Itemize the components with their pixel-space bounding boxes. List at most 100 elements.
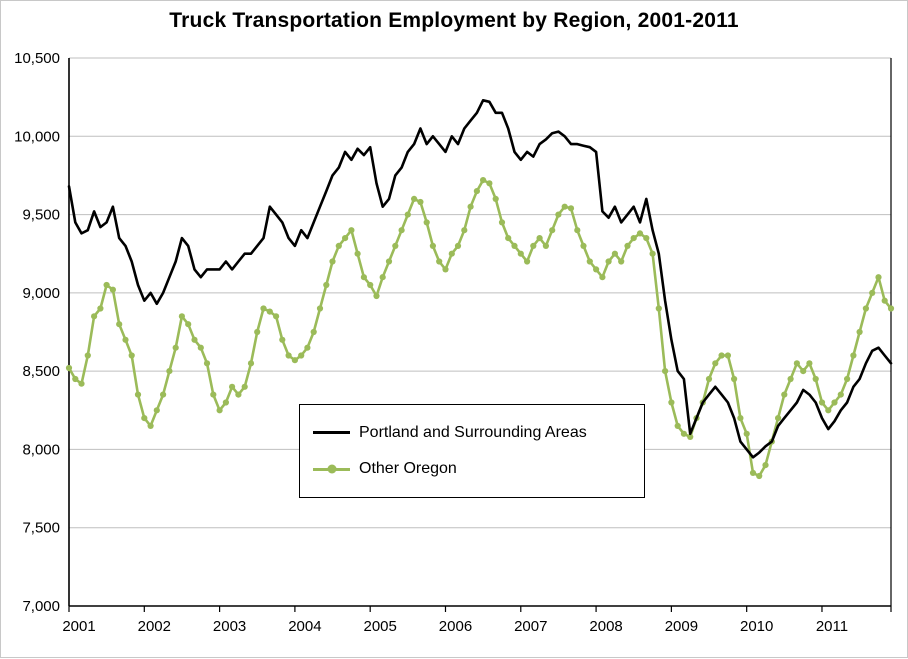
x-axis-label: 2006 xyxy=(439,618,472,635)
series-marker-dot xyxy=(687,433,694,440)
series-marker-dot xyxy=(674,422,681,429)
y-axis-label: 8,000 xyxy=(22,441,60,458)
series-marker-dot xyxy=(498,219,506,226)
series-marker-dot xyxy=(762,462,769,469)
y-axis-label: 9,000 xyxy=(22,285,60,302)
series-marker-dot xyxy=(367,281,374,289)
series-marker-dot xyxy=(91,313,98,320)
series-marker-dot xyxy=(279,336,286,343)
legend-label-portland: Portland and Surrounding Areas xyxy=(359,423,587,441)
series-marker-dot xyxy=(517,250,524,257)
series-marker-dot xyxy=(160,391,167,398)
series-marker-dot xyxy=(611,250,619,257)
series-marker-dot xyxy=(549,227,556,234)
series-marker-dot xyxy=(109,286,116,293)
series-marker-dot xyxy=(524,258,531,265)
series-marker-dot xyxy=(818,399,826,406)
series-marker-dot xyxy=(335,242,342,249)
series-marker-dot xyxy=(662,368,669,375)
series-marker-dot xyxy=(555,211,562,218)
series-marker-dot xyxy=(781,391,788,398)
series-marker-dot xyxy=(128,352,135,359)
series-marker-dot xyxy=(749,469,757,476)
other-oregon-line-swatch xyxy=(313,464,350,474)
series-marker-dot xyxy=(454,242,462,249)
x-axis-label: 2009 xyxy=(665,618,698,635)
series-marker-dot xyxy=(530,242,537,249)
series-marker-dot xyxy=(385,258,393,265)
series-marker-dot xyxy=(636,230,644,237)
series-marker-dot xyxy=(837,391,844,398)
series-marker-dot xyxy=(643,235,650,242)
x-axis-label: 2005 xyxy=(364,618,397,635)
series-marker-dot xyxy=(266,308,273,315)
y-axis-label: 10,000 xyxy=(14,128,60,145)
series-marker-dot xyxy=(800,368,807,375)
legend: Portland and Surrounding Areas Other Ore… xyxy=(299,404,645,498)
series-marker-dot xyxy=(875,274,882,281)
series-marker-dot xyxy=(235,391,242,398)
marker-dot-icon xyxy=(327,464,336,474)
series-marker-dot xyxy=(172,344,179,351)
series-marker-dot xyxy=(561,203,568,210)
series-marker-dot xyxy=(65,364,73,372)
series-marker-dot xyxy=(862,305,870,312)
x-axis-label: 2007 xyxy=(514,618,547,635)
series-marker-dot xyxy=(241,383,248,390)
series-marker-dot xyxy=(887,305,895,312)
y-axis-label: 8,500 xyxy=(22,363,60,380)
series-marker-dot xyxy=(812,375,819,383)
series-marker-dot xyxy=(831,399,838,406)
series-marker-dot xyxy=(680,430,688,437)
series-marker-dot xyxy=(222,399,229,406)
series-marker-dot xyxy=(373,292,380,300)
series-marker-dot xyxy=(618,258,625,265)
series-marker-dot xyxy=(467,203,474,210)
series-marker-dot xyxy=(379,274,386,281)
legend-item-portland: Portland and Surrounding Areas xyxy=(313,424,644,442)
y-axis-label: 7,500 xyxy=(22,520,60,537)
series-marker-dot xyxy=(630,235,637,242)
series-marker-dot xyxy=(473,188,480,195)
series-marker-dot xyxy=(856,328,863,336)
series-marker-dot xyxy=(668,399,675,406)
series-marker-dot xyxy=(316,305,324,312)
series-marker-dot xyxy=(850,352,857,359)
y-axis-label: 9,500 xyxy=(22,207,60,224)
series-marker-dot xyxy=(229,383,236,390)
series-marker-dot xyxy=(731,375,738,383)
series-marker-dot xyxy=(216,407,223,414)
series-marker-dot xyxy=(567,205,575,212)
series-marker-dot xyxy=(429,242,436,249)
series-marker-dot xyxy=(360,274,367,281)
legend-item-other-oregon: Other Oregon xyxy=(313,460,644,478)
series-marker-dot xyxy=(423,219,430,226)
chart-title: Truck Transportation Employment by Regio… xyxy=(169,9,739,32)
series-marker-dot xyxy=(178,313,185,320)
series-marker-dot xyxy=(536,235,543,242)
series-marker-dot xyxy=(197,344,204,351)
series-marker-dot xyxy=(417,198,424,206)
series-marker-dot xyxy=(329,258,336,265)
series-marker-dot xyxy=(492,195,499,202)
series-marker-dot xyxy=(442,266,449,273)
x-axis-label: 2001 xyxy=(62,618,95,635)
series-marker-dot xyxy=(84,352,91,359)
series-marker-dot xyxy=(342,235,349,242)
series-marker-dot xyxy=(348,227,355,234)
series-marker-dot xyxy=(737,415,744,422)
series-marker-dot xyxy=(185,321,192,328)
series-marker-dot xyxy=(404,211,411,218)
series-marker-dot xyxy=(323,281,330,289)
series-marker-dot xyxy=(574,227,581,234)
series-marker-dot xyxy=(436,258,443,265)
series-marker-dot xyxy=(624,242,631,249)
series-marker-dot xyxy=(881,297,888,304)
series-marker-dot xyxy=(712,360,719,367)
x-axis-label: 2004 xyxy=(288,618,321,635)
series-marker-dot xyxy=(273,313,280,320)
series-marker-dot xyxy=(649,250,656,257)
series-marker-dot xyxy=(580,242,587,249)
series-marker-dot xyxy=(72,375,79,383)
series-marker-dot xyxy=(448,250,455,257)
